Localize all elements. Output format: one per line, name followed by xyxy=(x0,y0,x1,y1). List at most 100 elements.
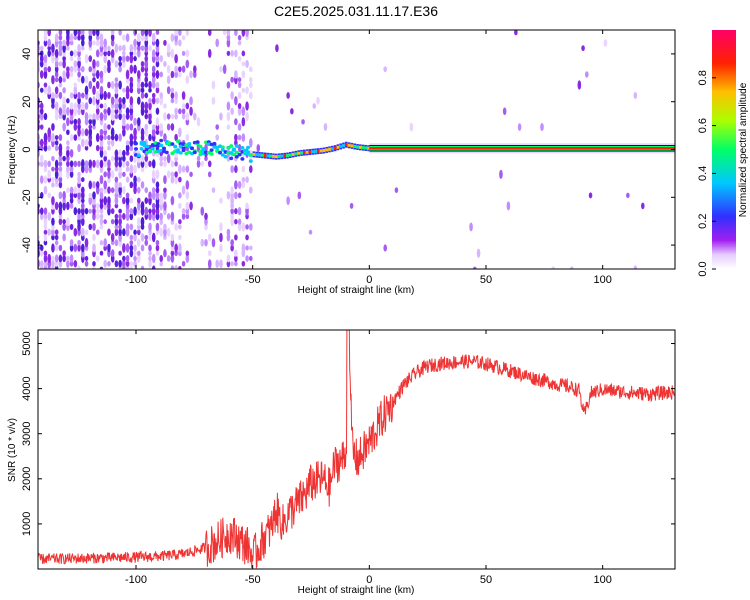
heatmap-cell xyxy=(170,151,175,156)
heatmap-cell xyxy=(51,96,55,106)
heatmap-cell xyxy=(163,133,167,142)
heatmap-cell xyxy=(163,249,167,258)
heatmap-cell xyxy=(99,148,104,158)
heatmap-cell xyxy=(174,113,178,120)
heatmap-cell xyxy=(174,53,178,64)
heatmap-cell xyxy=(58,82,63,88)
heatmap-cell xyxy=(134,147,138,151)
heatmap-cell xyxy=(290,108,294,115)
heatmap-cell xyxy=(275,44,279,53)
heatmap-cell xyxy=(81,206,85,216)
heatmap-cell xyxy=(69,202,74,209)
heatmap-cell xyxy=(245,30,249,38)
heatmap-cell xyxy=(73,123,78,131)
heatmap-cell xyxy=(99,224,104,230)
heatmap-cell xyxy=(345,143,348,147)
heatmap-cell xyxy=(212,142,217,147)
heatmap-cell xyxy=(248,153,253,157)
heatmap-cell xyxy=(43,39,48,47)
heatmap-cell xyxy=(144,108,149,114)
heatmap-cell xyxy=(185,112,190,121)
heatmap-cell xyxy=(347,143,351,147)
heatmap-cell xyxy=(163,227,167,237)
heatmap-cell xyxy=(181,148,186,153)
heatmap-cell xyxy=(125,192,130,199)
heatmap-cell xyxy=(114,203,119,209)
heatmap-cell xyxy=(207,30,212,37)
heatmap-cell xyxy=(232,152,236,157)
heatmap-cell xyxy=(200,238,205,247)
heatmap-cell xyxy=(312,103,317,109)
heatmap-cell xyxy=(159,161,163,167)
heatmap-cell xyxy=(122,113,126,120)
heatmap-cell xyxy=(234,30,238,37)
heatmap-cell xyxy=(88,208,93,214)
heatmap-cell xyxy=(107,92,111,99)
heatmap-cell xyxy=(58,50,63,57)
heatmap-cell xyxy=(84,53,89,64)
heatmap-cell xyxy=(58,40,63,46)
heatmap-cell xyxy=(261,153,264,157)
heatmap-cell xyxy=(118,185,122,195)
heatmap-cell xyxy=(73,260,78,268)
heatmap-cell xyxy=(62,250,66,257)
heatmap-cell xyxy=(54,244,59,252)
heatmap-cell xyxy=(245,60,249,68)
heatmap-cell xyxy=(99,187,104,193)
heatmap-cell xyxy=(178,219,182,225)
snr-series-line xyxy=(38,330,675,569)
heatmap-cell xyxy=(39,112,44,121)
heatmap-cell xyxy=(43,144,48,152)
heatmap-cell xyxy=(51,223,55,231)
heatmap-cell xyxy=(170,254,175,263)
heatmap-cell xyxy=(144,71,149,77)
heatmap-cell xyxy=(47,160,51,168)
heatmap-cell xyxy=(185,250,190,256)
heatmap-cell xyxy=(333,146,337,150)
heatmap-cell xyxy=(129,76,134,83)
heatmap-cell xyxy=(314,149,317,153)
heatmap-cell xyxy=(170,70,175,79)
heatmap-cell xyxy=(181,185,186,195)
heatmap-cell xyxy=(77,265,81,269)
heatmap-cell xyxy=(39,54,44,63)
heatmap-cell xyxy=(51,132,55,143)
heatmap-cell xyxy=(469,222,473,232)
x-tick-label: 0 xyxy=(366,274,372,286)
heatmap-cell xyxy=(58,61,63,67)
heatmap-cell xyxy=(69,65,74,73)
heatmap-cell xyxy=(144,123,149,131)
heatmap-cell xyxy=(43,165,48,173)
heatmap-cell xyxy=(114,77,119,83)
heatmap-cell xyxy=(159,123,163,132)
heatmap-cell xyxy=(237,222,242,232)
heatmap-cell xyxy=(107,45,111,51)
heatmap-cell xyxy=(178,71,182,78)
heatmap-cell xyxy=(170,123,175,131)
heatmap-cell xyxy=(73,118,78,125)
heatmap-cell xyxy=(125,107,130,116)
heatmap-cell xyxy=(502,107,507,116)
heatmap-cell xyxy=(185,165,190,173)
heatmap-cell xyxy=(88,113,93,120)
heatmap-cell xyxy=(73,134,78,141)
heatmap-cell xyxy=(207,250,212,257)
x-tick-label: -50 xyxy=(245,574,261,586)
heatmap-cell xyxy=(174,91,178,100)
colorbar-tick-label: 0.2 xyxy=(697,214,709,229)
heatmap-cell xyxy=(144,55,149,62)
heatmap-cell xyxy=(137,217,141,227)
heatmap-cell xyxy=(77,97,81,105)
heatmap-cell xyxy=(118,108,122,114)
heatmap-cell xyxy=(125,176,130,183)
heatmap-cell xyxy=(144,127,149,137)
heatmap-cell xyxy=(155,38,160,48)
heatmap-cell xyxy=(125,243,130,253)
heatmap-cell xyxy=(316,96,320,105)
heatmap-cell xyxy=(241,260,246,267)
heatmap-cell xyxy=(249,255,253,262)
heatmap-cell xyxy=(226,50,231,56)
heatmap-cell xyxy=(353,144,356,148)
heatmap-cell xyxy=(148,45,152,52)
heatmap-cell xyxy=(84,237,89,248)
